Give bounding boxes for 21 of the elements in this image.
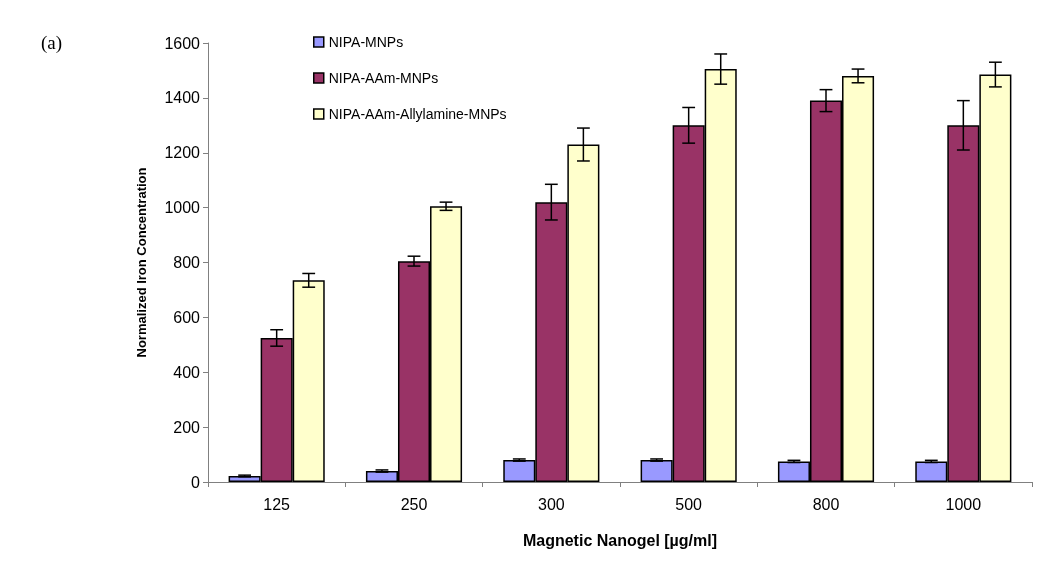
legend-label: NIPA-AAm-MNPs	[328, 70, 439, 86]
x-tick-label: 800	[812, 495, 840, 513]
y-tick-label: 200	[173, 418, 201, 436]
x-tick-label: 250	[400, 495, 428, 513]
y-tick-label: 600	[173, 308, 201, 326]
text: (a)	[41, 32, 63, 54]
y-tick-label: 0	[191, 473, 201, 491]
y-tick-label: 1400	[164, 89, 201, 107]
legend-label: NIPA-MNPs	[328, 34, 404, 50]
x-tick-label: 125	[263, 495, 291, 513]
y-tick-label: 400	[173, 363, 201, 381]
legend-label: NIPA-AAm-Allylamine-MNPs	[328, 106, 507, 122]
y-axis-title: Normalized Iron Concentration	[134, 167, 149, 358]
y-tick-label: 1000	[164, 199, 201, 217]
x-tick-label: 1000	[945, 495, 982, 513]
y-tick-label: 1200	[164, 144, 201, 162]
y-tick-label: 1600	[164, 34, 201, 52]
x-axis-title: Magnetic Nanogel [µg/ml]	[522, 531, 718, 549]
y-tick-label: 800	[173, 254, 201, 271]
x-tick-label: 300	[537, 495, 565, 513]
x-tick-label: 500	[675, 495, 703, 513]
